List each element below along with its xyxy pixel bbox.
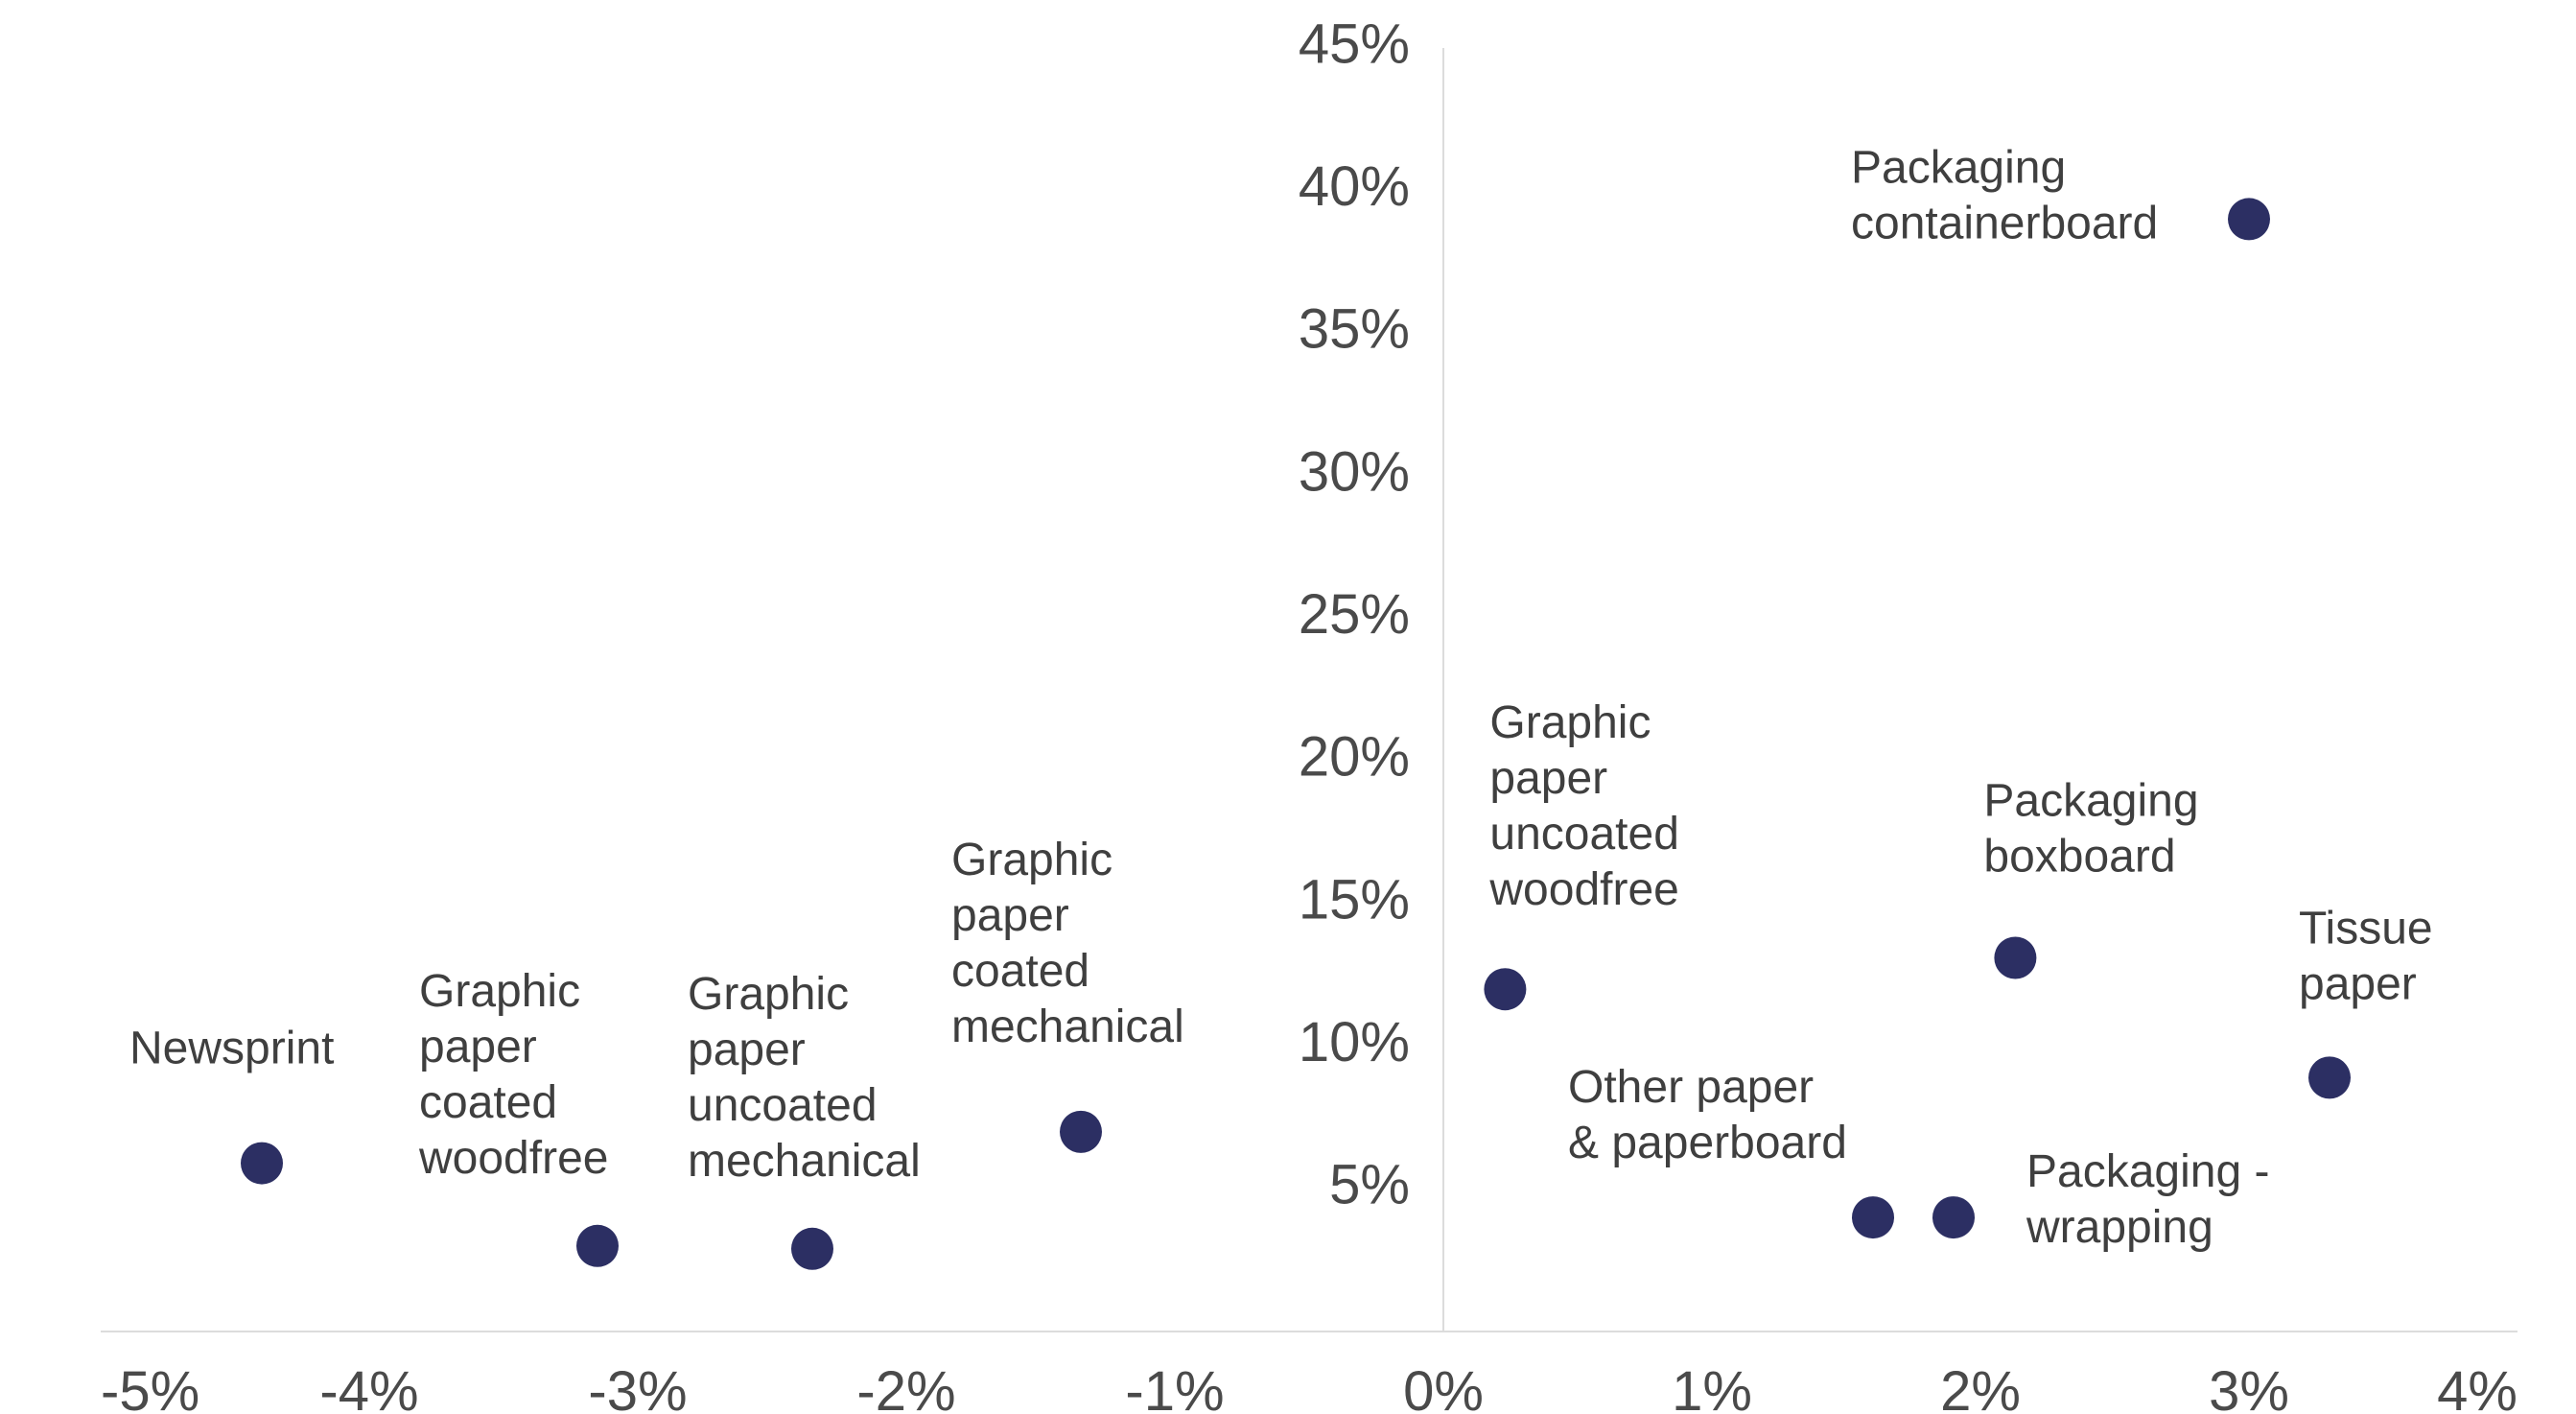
y-tick-label: 5% bbox=[1329, 1154, 1410, 1216]
point-label-line: Packaging - bbox=[2026, 1146, 2269, 1197]
point-label-line: paper bbox=[1489, 753, 1607, 804]
y-tick-label: 45% bbox=[1299, 12, 1410, 75]
x-tick-label: -5% bbox=[101, 1360, 199, 1414]
point-label-line: boxboard bbox=[1983, 831, 2175, 882]
x-tick-label: 3% bbox=[2209, 1360, 2289, 1414]
y-tick-label: 10% bbox=[1299, 1011, 1410, 1073]
point-label-line: mechanical bbox=[951, 1002, 1184, 1052]
point-label-line: wrapping bbox=[2026, 1202, 2213, 1253]
point-label-line: uncoated bbox=[688, 1080, 878, 1131]
y-tick-label: 20% bbox=[1299, 726, 1410, 789]
point-label-line: woodfree bbox=[1488, 864, 1678, 915]
point-label: Packaging -wrapping bbox=[2026, 1146, 2269, 1253]
scatter-point bbox=[2308, 1056, 2351, 1099]
point-label: Other paper & paperboard bbox=[1568, 1062, 1847, 1168]
point-label-line: paper bbox=[2299, 958, 2417, 1009]
point-label-line: Other paper bbox=[1568, 1062, 1814, 1113]
x-tick-label: -2% bbox=[856, 1360, 955, 1414]
point-label: Newsprint bbox=[129, 1024, 334, 1074]
y-tick-label: 40% bbox=[1299, 155, 1410, 218]
point-label-line: paper bbox=[688, 1025, 806, 1075]
scatter-point bbox=[2228, 198, 2270, 241]
point-label-line: coated bbox=[419, 1077, 557, 1128]
scatter-point bbox=[1932, 1196, 1975, 1239]
point-label: Packaging boxboard bbox=[1983, 775, 2198, 882]
point-label: Graphic paper coated woodfree bbox=[418, 966, 608, 1184]
point-label-line: coated bbox=[951, 946, 1089, 997]
x-tick-label: 1% bbox=[1672, 1360, 1752, 1414]
point-label: Graphic paper coated mechanical bbox=[951, 835, 1184, 1052]
point-label-line: containerboard bbox=[1851, 198, 2158, 248]
x-tick-label: -4% bbox=[319, 1360, 418, 1414]
point-label-line: woodfree bbox=[418, 1133, 608, 1184]
point-label-line: paper bbox=[951, 890, 1069, 941]
scatter-point bbox=[1994, 936, 2037, 979]
scatter-point bbox=[241, 1142, 283, 1185]
point-label-line: Graphic bbox=[688, 969, 849, 1020]
x-tick-label: -3% bbox=[588, 1360, 687, 1414]
x-tick-label: 0% bbox=[1403, 1360, 1484, 1414]
point-label-line: paper bbox=[419, 1022, 537, 1072]
scatter-point bbox=[1060, 1110, 1102, 1153]
point-label-line: mechanical bbox=[688, 1136, 921, 1187]
point-label-line: Packaging bbox=[1983, 775, 2198, 826]
x-tick-labels: -5% -4% -3% -2% -1% 0% 1% 2% 3% 4% bbox=[101, 1360, 2517, 1414]
y-tick-label: 15% bbox=[1299, 868, 1410, 931]
data-points bbox=[241, 198, 2351, 1270]
y-tick-label: 25% bbox=[1299, 583, 1410, 646]
point-label: Packaging containerboard bbox=[1851, 142, 2158, 248]
point-label-line: uncoated bbox=[1489, 809, 1679, 860]
point-label-line: & paperboard bbox=[1568, 1118, 1847, 1168]
point-label-line: Graphic bbox=[951, 835, 1112, 885]
y-tick-label: 35% bbox=[1299, 298, 1410, 361]
point-label-line: Tissue bbox=[2299, 903, 2433, 954]
scatter-point bbox=[1852, 1196, 1894, 1239]
point-label-line: Packaging bbox=[1851, 142, 2066, 193]
scatter-point bbox=[1484, 968, 1527, 1011]
point-label-line: Newsprint bbox=[129, 1024, 334, 1074]
y-tick-label: 30% bbox=[1299, 440, 1410, 503]
scatter-point bbox=[791, 1227, 833, 1270]
point-label: Graphic paper uncoated mechanical bbox=[688, 969, 921, 1187]
x-tick-label: 2% bbox=[1940, 1360, 2021, 1414]
point-label: Graphic paper uncoated woodfree bbox=[1488, 697, 1679, 915]
point-label-line: Graphic bbox=[1489, 697, 1651, 748]
point-label: Tissue paper bbox=[2299, 903, 2433, 1009]
x-tick-label: 4% bbox=[2437, 1360, 2517, 1414]
y-tick-labels: 5% 10% 15% 20% 25% 30% 35% 40% 45% bbox=[1299, 12, 1410, 1215]
point-label-line: Graphic bbox=[419, 966, 580, 1017]
scatter-point bbox=[576, 1224, 619, 1267]
x-tick-label: -1% bbox=[1125, 1360, 1224, 1414]
